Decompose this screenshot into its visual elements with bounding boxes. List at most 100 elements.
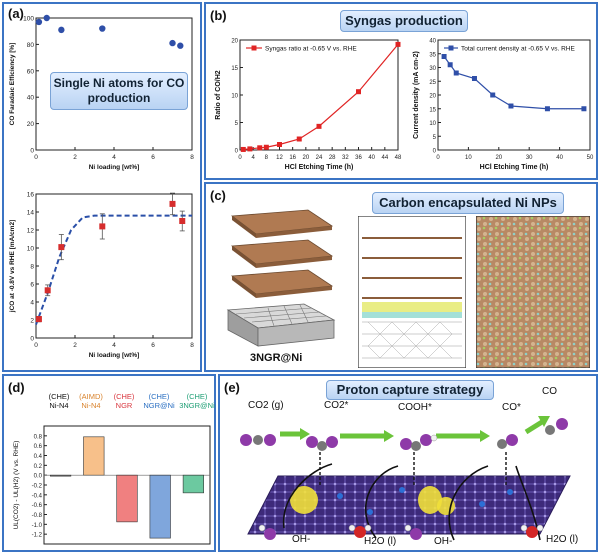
- y-tick-label: 30: [429, 66, 436, 72]
- bar-3: [116, 474, 138, 523]
- graphene-layer-2: [230, 239, 334, 268]
- x-tick-label: 28: [329, 155, 336, 161]
- proton-arrow-3: [448, 465, 489, 541]
- x-axis-label: HCl Etching Time (h): [285, 164, 354, 171]
- y-axis-label: UL(CO2) - UL(H2) (V vs. RHE): [13, 441, 20, 530]
- data-point-1: [240, 146, 246, 152]
- top-view-slab: [476, 216, 590, 368]
- x-tick-label: 36: [355, 155, 362, 161]
- legend-marker: [448, 45, 454, 51]
- header-group-1: (CHE) Ni-N4: [48, 392, 70, 410]
- co2-adsorbed-molecule: [306, 436, 338, 451]
- y-tick-label: -0.4: [32, 493, 43, 499]
- data-point-2: [447, 62, 453, 68]
- x-tick-label: 2: [73, 154, 77, 161]
- data-point-8: [581, 106, 587, 112]
- x-tick-label: 20: [302, 155, 309, 161]
- data-point-5: [169, 39, 176, 47]
- data-point-9: [395, 41, 401, 47]
- x-tick-label: 0: [238, 155, 242, 161]
- series-line: [443, 56, 584, 110]
- panel-a: (a) 0 2 4 6 8 0 20 40 60 80 100 Ni loading [wt%] CO …: [2, 2, 202, 372]
- reaction-arrow-2: [340, 430, 394, 442]
- y-tick-label: 20: [27, 121, 35, 128]
- co-adsorbed-molecule: [497, 434, 518, 449]
- data-point-1: [35, 316, 42, 323]
- ni-lattice-side: [362, 321, 462, 359]
- header-group-4: (CHE) NGR@Ni: [143, 392, 175, 410]
- data-point-3: [453, 70, 459, 76]
- data-point-7: [544, 106, 550, 112]
- reaction-arrow-4: [524, 416, 550, 435]
- x-tick-label: 40: [556, 155, 563, 161]
- panel-c-label: (c): [210, 188, 226, 203]
- oh-molecule-1: [258, 524, 276, 540]
- x-tick-label: 0: [436, 155, 440, 161]
- data-point-6: [508, 103, 514, 109]
- x-tick-label: 8: [190, 342, 194, 349]
- oh-molecule-2: [404, 524, 422, 540]
- y-tick-label: 35: [429, 52, 436, 58]
- x-tick-label: 6: [151, 154, 155, 161]
- x-tick-label: 16: [289, 155, 296, 161]
- y-tick-label: 5: [433, 135, 437, 141]
- label-co2-adsorbed: CO2*: [324, 400, 349, 411]
- data-point-4: [471, 76, 477, 81]
- bar-5: [182, 474, 204, 494]
- data-point-3: [257, 145, 263, 151]
- y-tick-label: 14: [27, 210, 35, 217]
- graphene-layer-1: [230, 209, 334, 238]
- data-point-5: [490, 92, 496, 98]
- data-point-2: [44, 287, 51, 294]
- ngr-ni-structure: [226, 209, 336, 347]
- data-point-3: [58, 244, 65, 251]
- label-water-2: H2O (l): [546, 534, 579, 545]
- data-point-6: [177, 42, 184, 49]
- y-tick-label: 0: [30, 336, 34, 343]
- panel-d-header: (CHE) Ni-N4 (AIMD) Ni-N4 (CHE) NGR (CHE) NGR…: [44, 392, 216, 420]
- bar-1: [50, 474, 72, 477]
- data-point-2: [247, 146, 253, 152]
- data-point-2: [43, 14, 50, 22]
- panel-d-label: (d): [8, 380, 25, 395]
- bar-4: [149, 474, 171, 539]
- label-co-adsorbed: CO*: [502, 402, 521, 413]
- label-co-product: CO: [542, 386, 557, 397]
- chart-a-bottom: 0 2 4 6 8 0 2 4 6 8 10 12 14 16 Ni loading [wt%] jCO at…: [9, 192, 194, 360]
- y-tick-label: 40: [27, 95, 35, 102]
- label-oh-1: OH-: [292, 534, 311, 545]
- charge-cloud-2: [418, 486, 442, 514]
- y-tick-label: 20: [231, 39, 238, 45]
- water-molecule-2: [520, 524, 544, 538]
- y-tick-label: -0.2: [32, 484, 43, 490]
- panel-b-label: (b): [210, 8, 227, 23]
- co2-gas-molecule: [240, 434, 276, 446]
- data-point-5: [277, 142, 282, 147]
- charge-density-band-2: [362, 312, 462, 318]
- x-tick-label: 12: [276, 155, 283, 161]
- plot-frame: [437, 39, 591, 151]
- x-axis-label: HCl Etching Time (h): [480, 164, 549, 171]
- y-tick-label: -0.6: [32, 503, 43, 509]
- charge-cloud-3: [437, 497, 455, 515]
- x-tick-label: 32: [342, 155, 349, 161]
- header-group-3: (CHE) NGR: [113, 392, 135, 410]
- catalyst-sheet: [247, 475, 571, 535]
- data-point-1: [441, 54, 447, 59]
- x-tick-label: 50: [587, 155, 594, 161]
- panel-c-title: Carbon encapsulated Ni NPs: [372, 192, 564, 214]
- co-product-molecule: [545, 418, 568, 435]
- x-tick-label: 10: [465, 155, 472, 161]
- x-tick-label: 20: [495, 155, 502, 161]
- cooh-molecule: [400, 434, 438, 451]
- bar-2: [83, 436, 105, 476]
- header-group-5: (CHE) 3NGR@Ni: [179, 392, 215, 410]
- label-oh-2: OH-: [434, 536, 453, 547]
- legend-label: Total current density at -0.65 V vs. RHE: [461, 46, 575, 53]
- chart-b-right: 0 10 20 30 40 50 0 5 10 15 20 25 30 35 40 HCl Etching T…: [413, 39, 594, 172]
- y-tick-label: 0: [30, 148, 34, 155]
- y-tick-label: 0.2: [34, 464, 43, 470]
- y-tick-label: 0.0: [34, 474, 43, 480]
